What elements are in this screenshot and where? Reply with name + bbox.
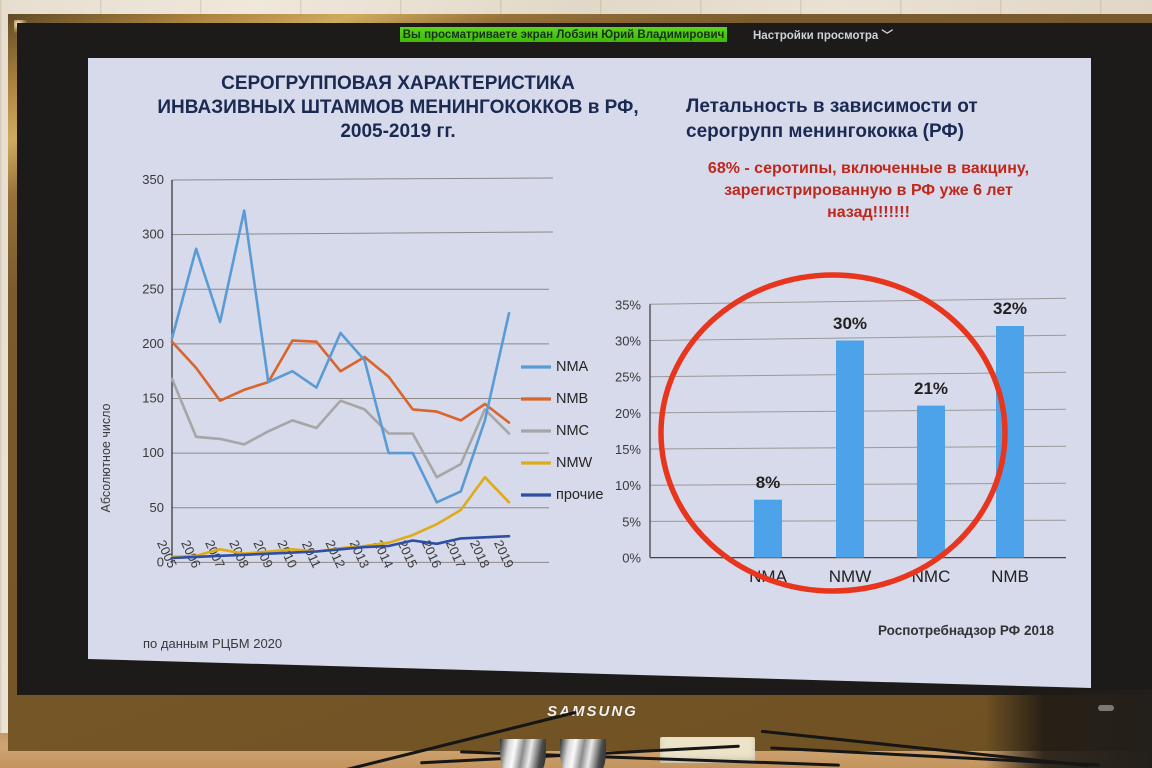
svg-text:NMW: NMW <box>829 567 871 586</box>
svg-text:10%: 10% <box>615 478 641 493</box>
svg-text:35%: 35% <box>615 297 641 312</box>
svg-text:5%: 5% <box>622 514 641 529</box>
svg-text:30%: 30% <box>615 334 641 349</box>
svg-text:NMB: NMB <box>991 567 1029 586</box>
svg-text:0%: 0% <box>622 551 641 566</box>
svg-text:25%: 25% <box>615 370 641 385</box>
svg-text:32%: 32% <box>993 299 1027 318</box>
svg-text:21%: 21% <box>914 379 948 398</box>
svg-text:30%: 30% <box>833 314 867 333</box>
svg-text:8%: 8% <box>756 473 781 492</box>
svg-text:20%: 20% <box>615 406 641 421</box>
svg-text:15%: 15% <box>615 442 641 457</box>
